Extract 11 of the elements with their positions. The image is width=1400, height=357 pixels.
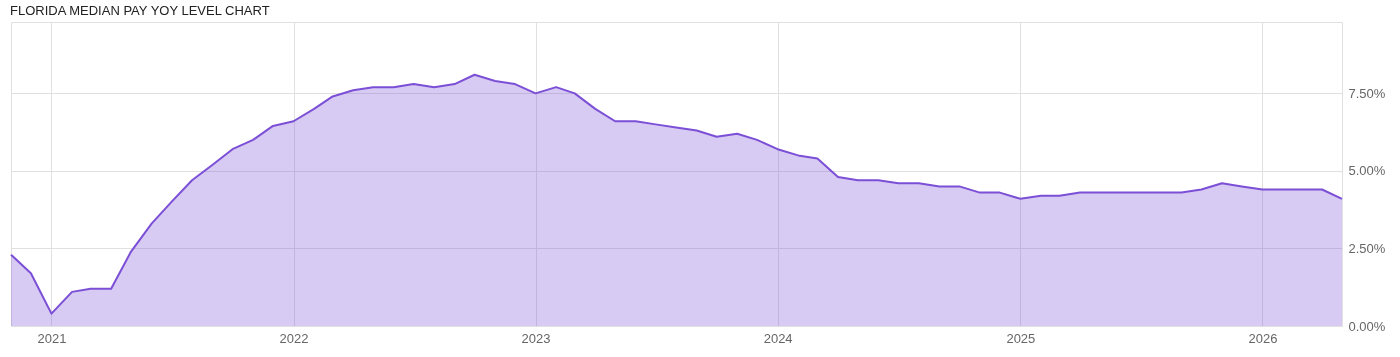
x-tick-label: 2021 <box>37 330 67 346</box>
chart-title: FLORIDA MEDIAN PAY YOY LEVEL CHART <box>10 3 270 18</box>
x-tick-label: 2025 <box>1006 330 1036 346</box>
x-tick-label: 2023 <box>521 330 551 346</box>
x-tick-label: 2022 <box>279 330 309 346</box>
x-tick-label: 2024 <box>763 330 793 346</box>
y-tick-label: 2.50% <box>1348 240 1386 256</box>
y-tick-label: 0.00% <box>1348 318 1386 334</box>
y-tick-label: 5.00% <box>1348 163 1386 179</box>
x-tick-label: 2026 <box>1248 330 1278 346</box>
y-tick-label: 7.50% <box>1348 85 1386 101</box>
